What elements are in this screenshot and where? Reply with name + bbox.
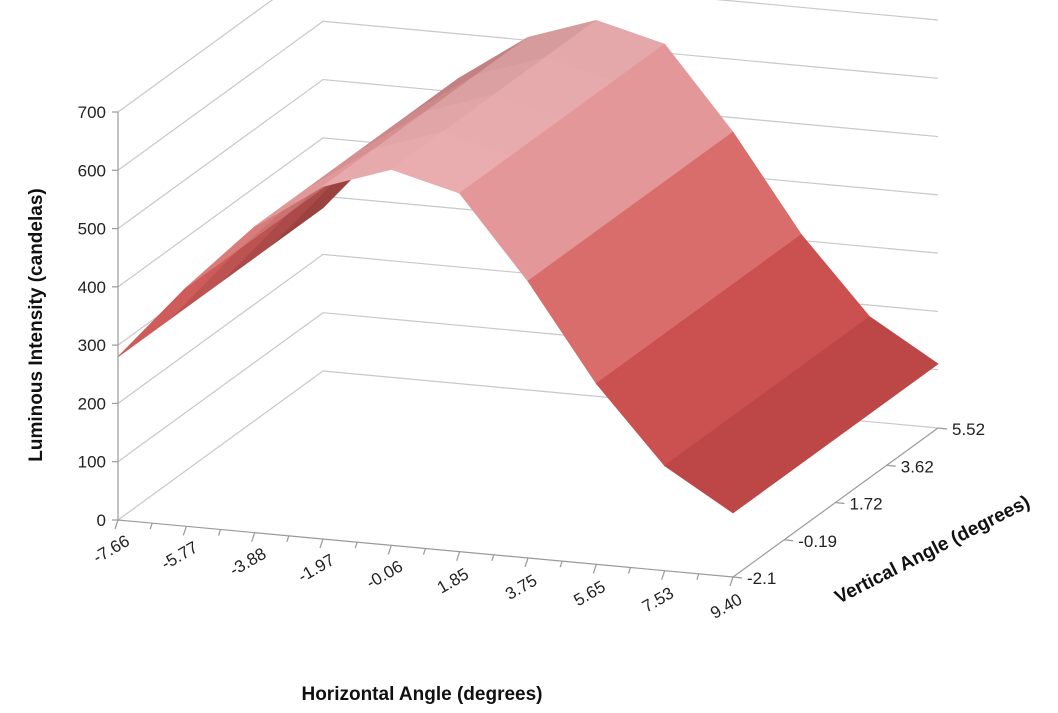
x-minor-tick bbox=[354, 541, 358, 549]
z-tick-label: 500 bbox=[78, 220, 106, 239]
x-tick-label: -1.97 bbox=[295, 550, 338, 586]
gridline bbox=[117, 20, 939, 171]
surface-plot bbox=[117, 19, 939, 514]
x-tick bbox=[251, 532, 256, 542]
x-tick bbox=[182, 526, 187, 536]
surface-patch bbox=[117, 249, 238, 358]
x-tick bbox=[729, 576, 734, 587]
z-tick-label: 300 bbox=[78, 336, 106, 355]
y-tick bbox=[784, 539, 794, 542]
x-tick-label: 5.65 bbox=[571, 577, 609, 610]
gridline bbox=[117, 78, 939, 230]
x-tick-label: 1.85 bbox=[434, 564, 472, 597]
z-tick-label: 400 bbox=[78, 278, 106, 297]
x-tick bbox=[114, 519, 119, 530]
y-tick-label: 1.72 bbox=[850, 495, 883, 514]
surface-patch bbox=[254, 148, 375, 228]
x-tick-label: 3.75 bbox=[502, 571, 540, 604]
y-tick bbox=[937, 427, 948, 430]
x-minor-tick bbox=[149, 522, 153, 530]
x-minor-tick bbox=[491, 554, 495, 562]
x-tick-label: 9.40 bbox=[707, 590, 745, 623]
x-tick-label: -3.88 bbox=[226, 544, 269, 580]
y-tick bbox=[835, 501, 845, 505]
z-axis-title: Luminous Intensity (candelas) bbox=[26, 188, 47, 461]
z-tick-label: 200 bbox=[78, 394, 106, 413]
y-tick bbox=[732, 576, 743, 579]
x-tick bbox=[387, 545, 392, 555]
y-tick-label: 3.62 bbox=[901, 457, 934, 476]
surface-patch bbox=[663, 428, 785, 514]
x-tick-label: -7.66 bbox=[90, 531, 133, 567]
x-tick-label: 7.53 bbox=[639, 583, 677, 616]
x-tick bbox=[319, 538, 324, 549]
surface-patch bbox=[220, 175, 341, 283]
x-tick bbox=[524, 557, 529, 568]
surface-patch bbox=[168, 212, 290, 320]
y-tick bbox=[886, 464, 896, 467]
x-minor-tick bbox=[217, 529, 222, 536]
x-tick bbox=[661, 570, 666, 580]
z-tick-label: 0 bbox=[97, 511, 106, 530]
y-tick-label: -0.19 bbox=[798, 532, 837, 551]
x-minor-tick bbox=[422, 548, 427, 555]
z-tick-label: 700 bbox=[78, 103, 106, 122]
z-tick-label: 600 bbox=[78, 161, 106, 180]
x-minor-tick bbox=[696, 573, 700, 581]
z-tick-label: 100 bbox=[78, 453, 106, 472]
x-minor-tick bbox=[559, 560, 563, 568]
x-tick bbox=[592, 564, 597, 574]
x-minor-tick bbox=[286, 535, 290, 543]
axes bbox=[112, 111, 948, 587]
y-tick-label: 5.52 bbox=[952, 420, 985, 439]
x-tick-label: -0.06 bbox=[363, 557, 406, 593]
x-minor-tick bbox=[627, 567, 632, 574]
y-tick-label: -2.1 bbox=[747, 569, 776, 588]
x-axis-title: Horizontal Angle (degrees) bbox=[301, 684, 542, 705]
x-tick-label: -5.77 bbox=[158, 538, 201, 574]
gridline bbox=[117, 0, 939, 113]
x-tick bbox=[456, 551, 461, 561]
